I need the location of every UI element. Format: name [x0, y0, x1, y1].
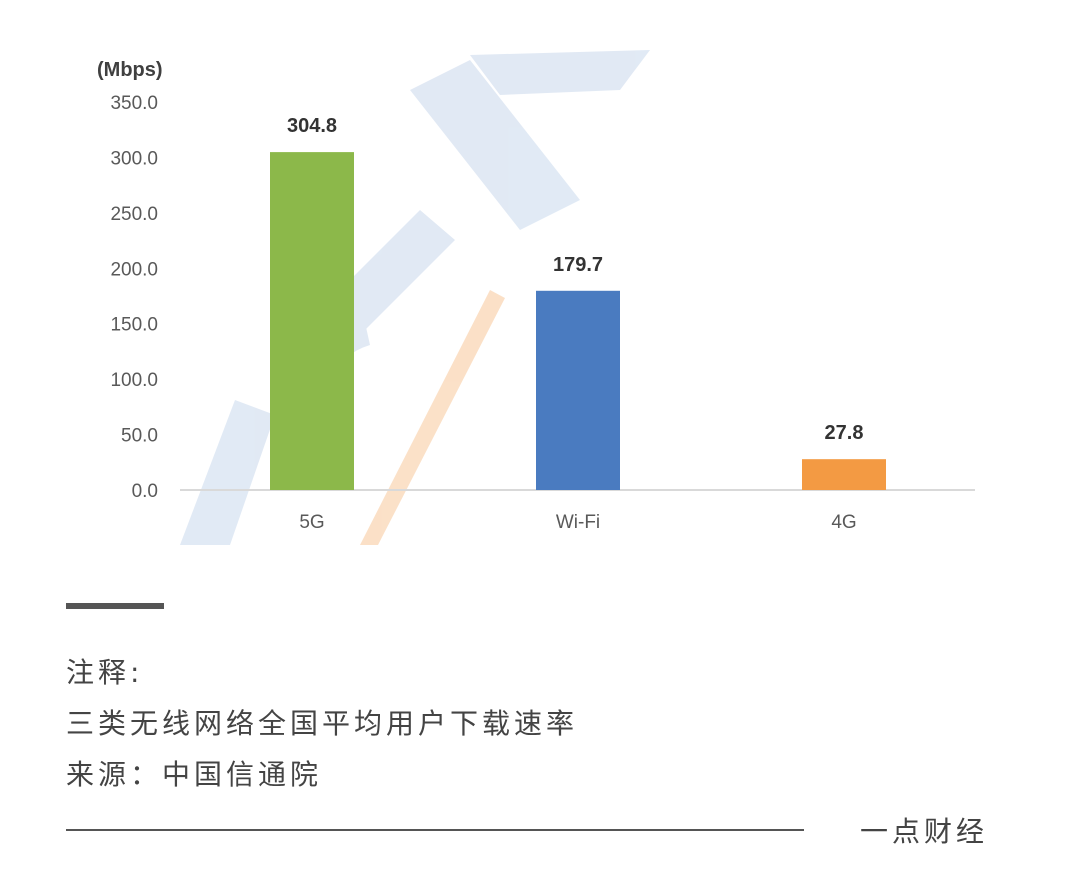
bar-chart: (Mbps) 0.0 50.0 100.0 150.0 200.0 250.0 300.0 3…	[97, 50, 975, 545]
footer-rule	[66, 829, 804, 831]
note-heading: 注释:	[66, 656, 144, 689]
bar-5g	[270, 152, 354, 490]
y-axis-unit-label: (Mbps)	[97, 59, 163, 81]
y-tick-label: 200.0	[110, 259, 158, 280]
data-label: 179.7	[553, 254, 603, 276]
x-tick-label: Wi-Fi	[556, 512, 600, 533]
bars	[270, 152, 886, 490]
note-source: 来源：中国信通院	[66, 758, 323, 791]
y-tick-label: 300.0	[110, 148, 158, 169]
x-tick-label: 4G	[831, 512, 856, 533]
x-axis: 5G Wi-Fi 4G	[299, 512, 856, 533]
bar-wi-fi	[536, 290, 620, 490]
data-labels: 304.8 179.7 27.8	[287, 115, 864, 444]
y-tick-label: 0.0	[132, 481, 158, 502]
y-tick-label: 50.0	[121, 426, 158, 447]
data-label: 27.8	[825, 422, 864, 444]
x-tick-label: 5G	[299, 512, 324, 533]
y-axis: 0.0 50.0 100.0 150.0 200.0 250.0 300.0 350.0	[110, 93, 158, 502]
footer-brand: 一点财经	[860, 815, 989, 848]
y-tick-label: 150.0	[110, 315, 158, 336]
data-label: 304.8	[287, 115, 337, 137]
section-divider	[66, 603, 164, 609]
y-tick-label: 250.0	[110, 204, 158, 225]
y-tick-label: 350.0	[110, 93, 158, 114]
y-tick-label: 100.0	[110, 370, 158, 391]
note-description: 三类无线网络全国平均用户下载速率	[66, 707, 579, 740]
bar-4g	[802, 459, 886, 490]
